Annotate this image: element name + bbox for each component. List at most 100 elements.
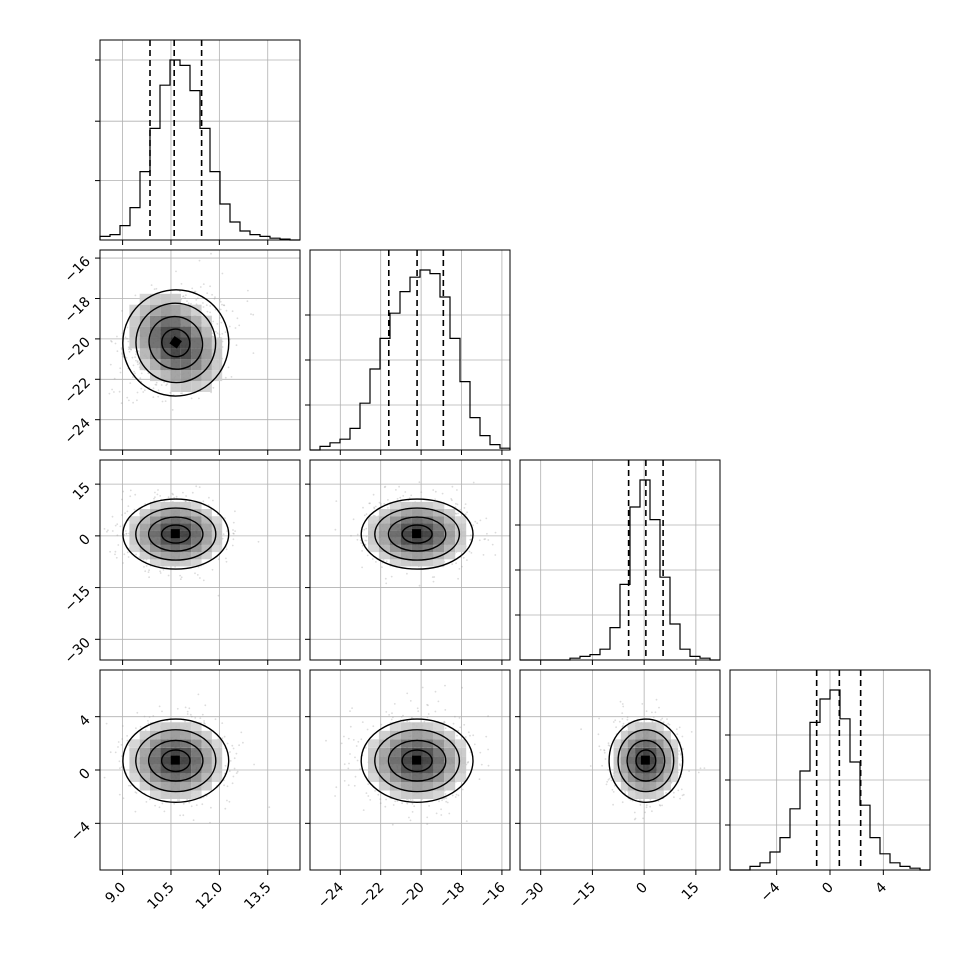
sample-point (232, 538, 235, 541)
sample-point (491, 543, 494, 546)
density-cell (191, 559, 202, 567)
density-cell (400, 722, 412, 731)
density-cell (455, 739, 467, 748)
sample-point (191, 491, 194, 494)
sample-point (618, 720, 621, 723)
sample-point (426, 823, 429, 825)
density-cell (139, 516, 150, 524)
density-cell (160, 552, 171, 560)
x-tick-label: −30 (515, 880, 547, 912)
sample-point (119, 767, 121, 770)
density-cell (444, 523, 456, 531)
sample-point (366, 554, 369, 557)
sample-point (368, 502, 371, 505)
density-cell (400, 782, 412, 791)
sample-point (126, 739, 129, 742)
sample-point (234, 510, 236, 513)
sample-point (125, 357, 128, 359)
sample-point (380, 723, 383, 726)
sample-point (114, 550, 117, 553)
sample-point (680, 788, 683, 791)
sample-point (360, 738, 363, 741)
density-peak (170, 755, 180, 765)
sample-point (383, 486, 386, 489)
sample-point (367, 783, 370, 786)
density-cell (201, 730, 212, 740)
density-cell (181, 739, 192, 748)
sample-point (597, 733, 600, 736)
sample-point (420, 491, 423, 493)
sample-point (154, 491, 156, 494)
sample-point (232, 775, 235, 778)
sample-point (435, 812, 438, 815)
density-cell (620, 756, 628, 765)
sample-point (484, 538, 487, 540)
density-cell (160, 304, 171, 316)
sample-point (127, 340, 130, 343)
sample-point (247, 289, 249, 292)
sample-point (127, 399, 130, 402)
density-cell (191, 747, 202, 757)
sample-point (126, 551, 129, 554)
sample-point (427, 704, 429, 707)
density-cell (433, 730, 445, 740)
density-cell (627, 773, 636, 782)
density-cell (444, 739, 456, 748)
density-cell (170, 790, 181, 799)
sample-point (351, 707, 353, 709)
density-cell (627, 739, 636, 748)
sample-point (221, 722, 224, 724)
density-cell (411, 730, 423, 740)
sample-point (427, 713, 430, 715)
sample-point (444, 727, 447, 730)
density-cell (170, 516, 181, 524)
sample-point (217, 558, 220, 561)
sample-point (140, 372, 143, 375)
sample-point (479, 751, 482, 754)
sample-point (395, 489, 397, 491)
panel-frame (99, 459, 301, 661)
density-cell (627, 730, 636, 740)
sample-point (128, 348, 130, 351)
density-cell (191, 782, 202, 791)
sample-point (257, 540, 260, 543)
density-cell (635, 722, 643, 731)
density-cell (368, 773, 379, 782)
sample-point (612, 803, 614, 806)
sample-point (129, 784, 132, 787)
sample-point (441, 799, 443, 802)
sample-point (613, 784, 616, 787)
sample-point (116, 523, 119, 526)
sample-point (95, 764, 97, 766)
sample-point (217, 594, 220, 597)
sample-point (148, 569, 151, 572)
density-cell (150, 509, 161, 517)
sample-point (225, 548, 228, 551)
contour-level-1 (161, 328, 191, 358)
sample-point (678, 750, 681, 752)
sample-point (158, 705, 161, 708)
contour-level-2 (626, 739, 666, 782)
sample-point (136, 711, 139, 714)
sample-point (202, 500, 205, 503)
sample-point (347, 784, 350, 787)
sample-point (223, 784, 226, 787)
sample-point (268, 806, 271, 809)
sample-point (143, 566, 145, 568)
density-cell (150, 730, 161, 740)
density-cell (181, 530, 192, 538)
density-cell (411, 516, 423, 524)
density-cell (160, 756, 171, 765)
sample-point (457, 512, 459, 515)
x-tick-label: −22 (355, 880, 387, 912)
density-cell (613, 764, 621, 774)
sample-point (121, 498, 123, 501)
sample-point (114, 524, 117, 527)
sample-point (361, 566, 363, 569)
sample-point (196, 574, 199, 576)
density-cell (411, 722, 423, 731)
sample-point (212, 335, 215, 338)
density-cell (642, 730, 650, 740)
sample-point (176, 799, 179, 801)
sample-point (224, 807, 227, 810)
